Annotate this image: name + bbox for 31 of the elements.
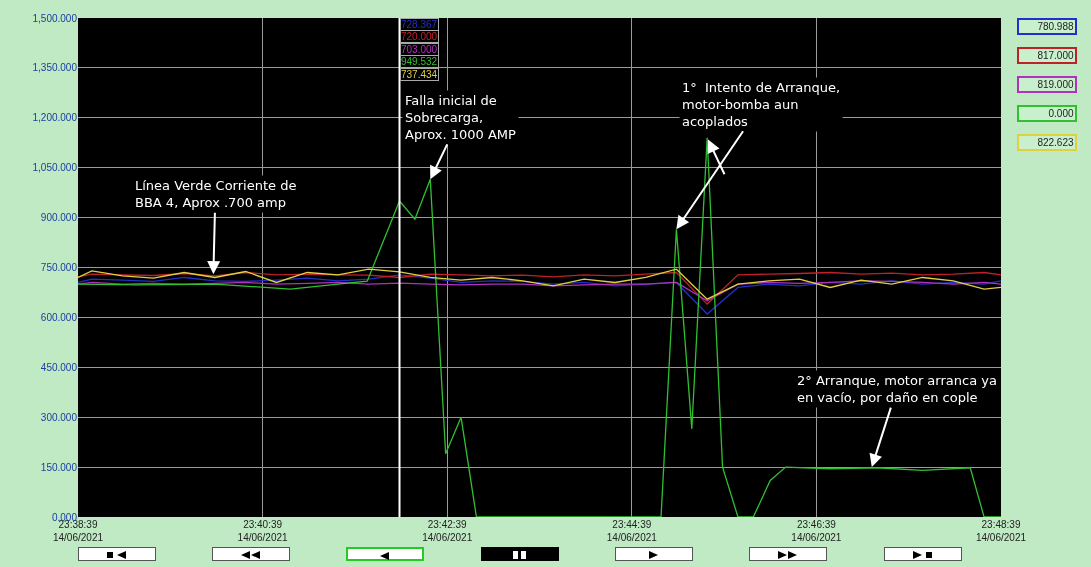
y-tick-label: 600.000 [40, 311, 78, 323]
x-tick-label: 23:42:39 14/06/2021 [422, 519, 473, 543]
annotation: 728.367 [401, 19, 438, 30]
annotation: 703.000 [401, 44, 438, 55]
y-tick-label: 1,050.000 [32, 162, 78, 174]
y-tick-label: 750.000 [40, 262, 78, 273]
y-tick-label: 150.000 [40, 461, 78, 473]
y-tick-label: 450.000 [40, 361, 78, 373]
x-tick-label: 23:48:39 14/06/2021 [975, 519, 1027, 543]
text: 822.623 [1037, 137, 1074, 148]
annotation: Línea Verde Corriente de BBA 4, Aprox .700 amp [135, 178, 297, 210]
annotation: 2° Arranque, motor arranca ya en vacío, por daño en cople [797, 373, 997, 405]
x-tick-label: 23:40:39 14/06/2021 [237, 519, 289, 543]
annotation: 720.000 [401, 31, 438, 42]
text: 819.000 [1037, 79, 1074, 90]
text: 780.988 [1037, 21, 1074, 32]
y-tick-label: 1,500.000 [32, 12, 78, 24]
annotation: 949.532 [401, 56, 438, 67]
line-series [78, 280, 1001, 302]
x-tick-label: 23:46:39 14/06/2021 [791, 519, 842, 543]
y-tick-label: 1,200.000 [32, 112, 78, 124]
y-tick-label: 300.000 [40, 411, 78, 423]
y-tick-label: 1,350.000 [32, 62, 78, 74]
annotation: Falla inicial de Sobrecarga, Aprox. 1000 AMP [405, 93, 517, 142]
line-series [78, 274, 1001, 315]
text: 817.000 [1037, 50, 1074, 61]
annotation: 1° Intento de Arranque, motor-bomba aun acoplados [682, 80, 841, 129]
y-tick-label: 900.000 [40, 212, 78, 224]
annotation: 737.434 [401, 69, 438, 80]
x-tick-label: 23:44:39 14/06/2021 [606, 519, 658, 543]
text: 0.000 [1048, 108, 1074, 119]
